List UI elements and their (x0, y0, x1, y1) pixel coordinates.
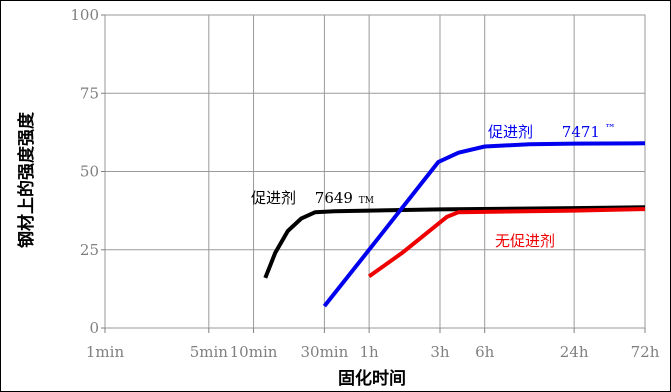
series-label-7649-text: 促进剂 (251, 189, 296, 207)
x-axis-title: 固化时间 (338, 368, 406, 389)
series-label-7649-code: 7649 (315, 189, 353, 207)
x-tick-labels: 1min 5min 10min 30min 1h 3h 6h 24h 72h (86, 328, 660, 361)
x-tick-label: 6h (475, 343, 495, 361)
x-tick-label: 72h (631, 343, 660, 361)
y-axis-title: 钢材上的强度强度 (16, 111, 37, 248)
y-tick-label: 50 (80, 163, 99, 181)
x-tick-label: 1min (86, 343, 125, 361)
y-tick-label: 0 (89, 319, 99, 337)
series-label-7471-code: 7471 (562, 123, 600, 141)
series-label-7649-mark: TM (359, 196, 374, 206)
x-tick-label: 24h (560, 343, 589, 361)
series-label-7471-mark: ™ (605, 122, 616, 135)
series-line-0 (263, 205, 646, 279)
y-tick-label: 25 (80, 241, 99, 259)
series-line-1 (322, 141, 646, 308)
x-tick-label: 5min (190, 343, 229, 361)
series-label-none: 无促进剂 (495, 232, 555, 250)
x-tick-label: 10min (230, 343, 278, 361)
series-label-7471-text: 促进剂 (488, 123, 533, 141)
y-tick-label: 100 (70, 6, 99, 24)
series-label-7649: 促进剂 7649 TM (251, 189, 374, 207)
series-lines (263, 141, 646, 308)
y-tick-labels: 0 25 50 75 100 (70, 6, 105, 337)
x-tick-label: 1h (360, 343, 380, 361)
series-label-7471: 促进剂 7471 ™ (488, 122, 616, 141)
x-tick-label: 3h (430, 343, 450, 361)
series-line-2 (367, 207, 646, 279)
x-tick-label: 30min (301, 343, 349, 361)
y-tick-label: 75 (80, 84, 99, 102)
